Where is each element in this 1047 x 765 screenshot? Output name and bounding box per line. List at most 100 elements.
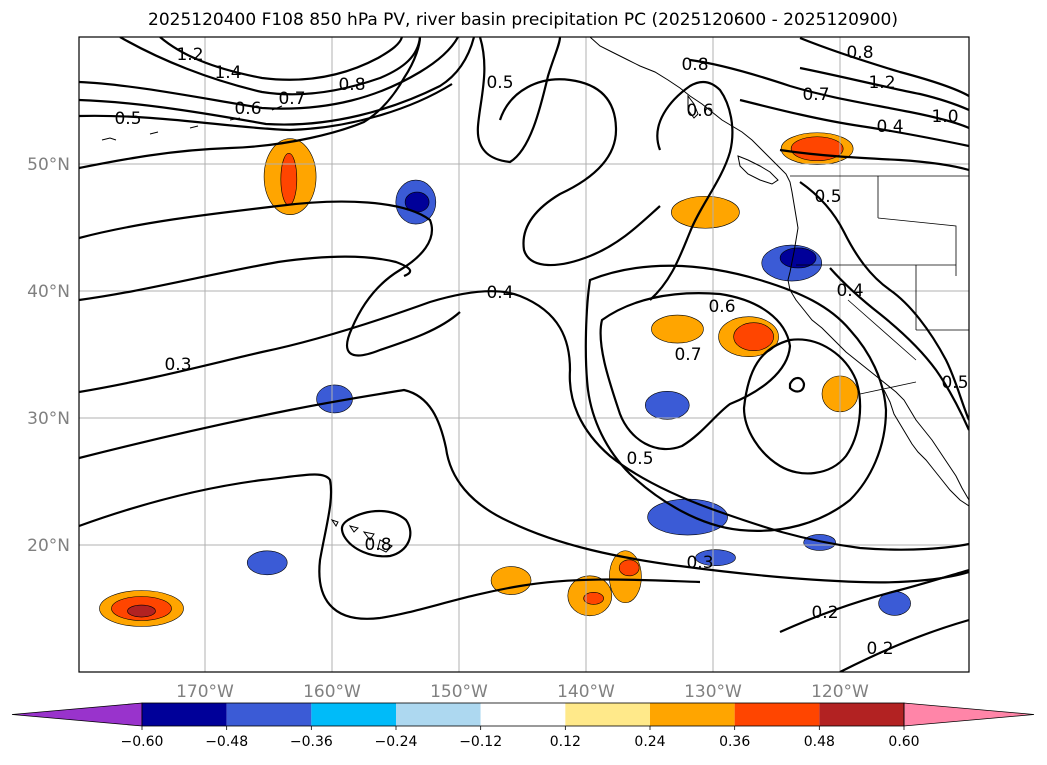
lon-label-130w: 130°W — [684, 682, 742, 702]
contour-label: 0.6 — [686, 101, 713, 121]
colorbar-tick-label: −0.36 — [290, 734, 333, 750]
contour-label: 1.4 — [214, 63, 241, 83]
precip-blob — [583, 592, 604, 605]
contour-02-east-low — [839, 618, 969, 672]
contour-upper-left-3 — [79, 37, 459, 110]
contour-label: 0.4 — [486, 283, 513, 303]
lat-label-40n: 40°N — [27, 282, 70, 302]
lon-label-120w: 120°W — [811, 682, 869, 702]
contour-south-1 — [79, 388, 969, 584]
precip-blob — [671, 195, 740, 229]
colorbar-tick-label: −0.24 — [375, 734, 418, 750]
contour-south-2 — [79, 473, 701, 620]
state-borders — [847, 176, 969, 395]
contour-06-inner — [599, 292, 792, 451]
contour-ne-2 — [739, 98, 969, 148]
baja-california-coast — [883, 389, 969, 507]
contour-upper-left-5 — [79, 83, 453, 132]
contour-label: 0.7 — [278, 89, 305, 109]
colorbar-tick-label: 0.60 — [888, 734, 919, 750]
precip-blob — [695, 549, 736, 567]
contour-label: 0.5 — [486, 73, 513, 93]
precip-blob — [733, 322, 774, 352]
contour-ne-3 — [779, 148, 969, 172]
contour-label: 0.8 — [846, 43, 873, 63]
aleutian-islands — [101, 105, 283, 141]
contour-label: 1.0 — [931, 107, 958, 127]
contour-05-west — [79, 37, 422, 170]
political-borders — [790, 175, 969, 395]
colorbar-segment — [142, 703, 227, 726]
contour-ne-5 — [799, 66, 969, 112]
contour-inner-right — [742, 338, 862, 475]
latitude-labels: 50°N 40°N 30°N 20°N — [27, 155, 70, 556]
colorbar-segment — [734, 703, 820, 726]
precip-blob — [246, 550, 288, 576]
colorbar-segment — [226, 703, 312, 726]
contour-small-loop — [788, 376, 806, 393]
contour-label: 0.5 — [114, 109, 141, 129]
colorbar-segment — [565, 703, 650, 726]
haida-gwaii — [687, 94, 699, 119]
contour-04-west — [79, 255, 412, 302]
contour-label: 0.5 — [814, 187, 841, 207]
lat-label-50n: 50°N — [27, 155, 70, 175]
contour-label: 0.6 — [708, 297, 735, 317]
gridlines — [79, 37, 969, 672]
contour-labels: 1.2 1.4 0.8 0.7 0.6 0.5 0.8 0.8 0.6 1.2 1.0 0.7 0.4 0… — [114, 43, 968, 659]
contour-center-north — [476, 37, 562, 164]
contour-hawaii-08 — [340, 510, 412, 558]
contour-label: 0.4 — [876, 117, 903, 137]
colorbar-segment — [396, 703, 481, 726]
contour-label: 0.2 — [811, 603, 838, 623]
precip-blob — [779, 247, 817, 269]
colorbar: −0.60 −0.48 −0.36 −0.24 −0.12 0.12 0.24 0.36 0.4… — [11, 702, 1035, 750]
contour-ne-1 — [689, 58, 969, 130]
contour-label: 0.8 — [681, 55, 708, 75]
lon-label-140w: 140°W — [557, 682, 615, 702]
contour-upper-left-1 — [119, 37, 422, 96]
precip-blob — [618, 559, 640, 577]
contour-east-04 — [829, 267, 969, 431]
contour-mid-west — [79, 200, 461, 357]
lon-label-150w: 150°W — [430, 682, 488, 702]
precip-blob — [644, 390, 690, 420]
contour-label: 1.2 — [868, 73, 895, 93]
contour-03 — [79, 290, 969, 551]
colorbar-segment — [480, 703, 566, 726]
lat-label-30n: 30°N — [27, 409, 70, 429]
contour-label: 1.2 — [176, 45, 203, 65]
precip-blob — [490, 566, 532, 595]
colorbar-tick-label: 0.24 — [634, 734, 665, 750]
colorbar-outline — [141, 702, 905, 727]
longitude-labels: 170°W 160°W 150°W 140°W 130°W 120°W — [176, 682, 869, 702]
contour-upper-left-2 — [159, 37, 404, 81]
contour-label: 0.2 — [866, 639, 893, 659]
map-area: 1.2 1.4 0.8 0.7 0.6 0.5 0.8 0.8 0.6 1.2 1.0 0.7 0.4 0… — [79, 37, 969, 672]
colorbar-tick-label: −0.12 — [459, 734, 502, 750]
precip-blob — [790, 136, 844, 162]
precipitation-shading — [99, 132, 911, 627]
lon-label-160w: 160°W — [303, 682, 361, 702]
contour-label: 0.7 — [802, 85, 829, 105]
precip-blob — [127, 604, 156, 618]
contour-center-loop — [498, 78, 661, 267]
hawaii-islands — [330, 519, 393, 553]
contour-label: 0.6 — [234, 99, 261, 119]
colorbar-segment — [650, 703, 735, 726]
colorbar-extend-low — [11, 702, 143, 727]
precip-blob — [647, 498, 728, 536]
colorbar-tick-label: 0.12 — [550, 734, 581, 750]
contour-label: 0.3 — [164, 355, 191, 375]
contour-label: 0.5 — [941, 373, 968, 393]
contour-02-east — [779, 568, 969, 634]
lat-label-20n: 20°N — [27, 536, 70, 556]
contour-05-center — [649, 80, 734, 301]
colorbar-tick-label: 0.36 — [719, 734, 750, 750]
lon-label-170w: 170°W — [176, 682, 234, 702]
contour-east-05 — [799, 181, 969, 421]
contour-ne-4 — [799, 37, 969, 97]
contour-label: 0.4 — [836, 281, 863, 301]
colorbar-segment — [819, 703, 904, 726]
